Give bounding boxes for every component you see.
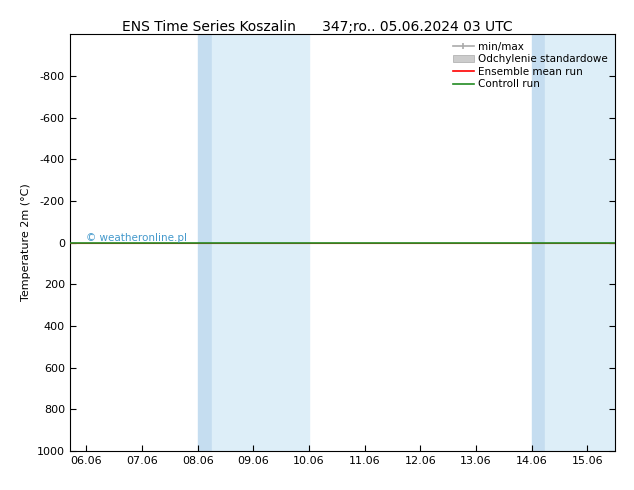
Bar [198, 34, 212, 451]
Bar [545, 34, 615, 451]
Bar [212, 34, 309, 451]
Text: © weatheronline.pl: © weatheronline.pl [86, 233, 188, 243]
Bar [531, 34, 545, 451]
Y-axis label: Temperature 2m (°C): Temperature 2m (°C) [22, 184, 31, 301]
Text: ENS Time Series Koszalin      347;ro.. 05.06.2024 03 UTC: ENS Time Series Koszalin 347;ro.. 05.06.… [122, 20, 512, 34]
Legend: min/max, Odchylenie standardowe, Ensemble mean run, Controll run: min/max, Odchylenie standardowe, Ensembl… [451, 40, 610, 92]
